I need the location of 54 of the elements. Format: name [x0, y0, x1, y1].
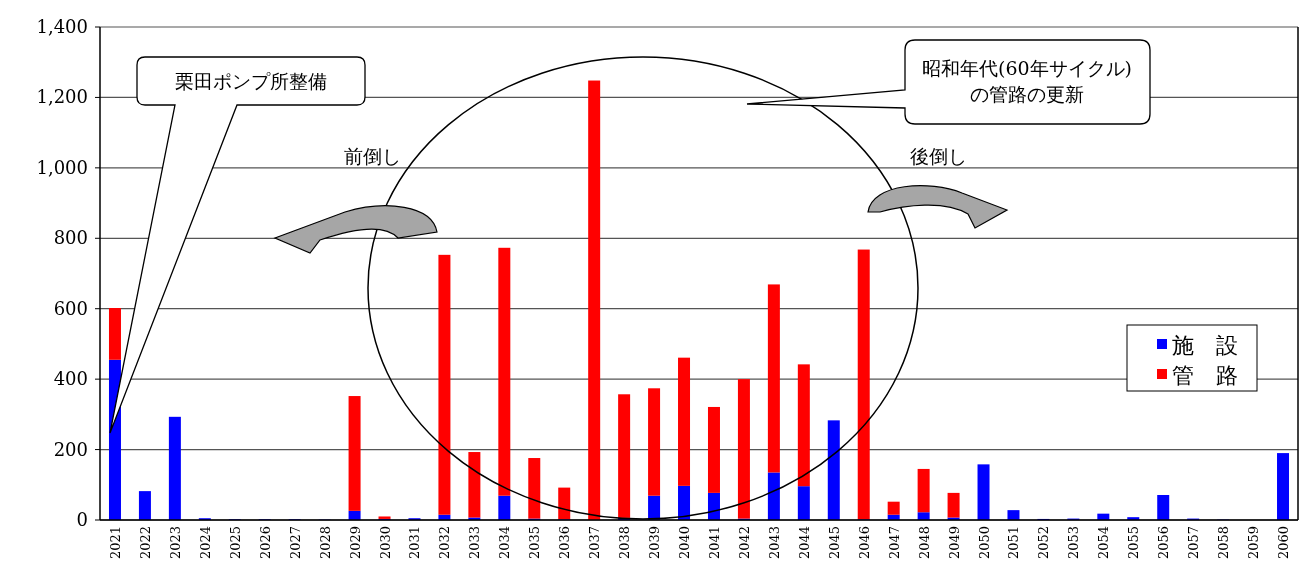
- x-tick-label: 2056: [1156, 526, 1172, 560]
- x-tick-label: 2030: [377, 526, 393, 560]
- y-tick-label: 400: [53, 368, 88, 390]
- x-tick-label: 2031: [407, 526, 423, 560]
- x-tick-label: 2039: [647, 526, 663, 560]
- x-tick-label: 2059: [1246, 526, 1262, 560]
- x-tick-label: 2035: [527, 526, 543, 560]
- x-tick-label: 2051: [1006, 526, 1022, 560]
- x-tick-label: 2047: [886, 526, 902, 560]
- x-tick-label: 2033: [467, 526, 483, 560]
- x-tick-label: 2046: [856, 526, 872, 560]
- y-tick-label: 1,000: [36, 156, 88, 178]
- y-tick-label: 1,200: [36, 86, 88, 108]
- x-tick-label: 2044: [796, 526, 812, 560]
- x-tick-label: 2042: [736, 526, 752, 560]
- annotation: 栗田ポンプ所整備: [175, 70, 327, 92]
- annotation: 後倒し: [909, 145, 967, 167]
- x-tick-label: 2028: [317, 526, 333, 560]
- x-tick-label: 2043: [766, 526, 782, 560]
- x-tick-label: 2024: [197, 526, 213, 560]
- x-tick-label: 2045: [826, 526, 842, 560]
- x-tick-label: 2023: [167, 526, 183, 560]
- annotation: 前倒し: [343, 145, 401, 167]
- y-tick-label: 600: [53, 297, 88, 319]
- x-tick-label: 2060: [1276, 526, 1292, 560]
- annotation: 昭和年代(60年サイクル)の管路の更新: [921, 57, 1133, 105]
- x-tick-label: 2048: [916, 526, 932, 560]
- x-tick-label: 2036: [557, 526, 573, 560]
- x-tick-label: 2055: [1126, 526, 1142, 560]
- legend-label: 施 設: [1172, 333, 1238, 358]
- x-tick-label: 2053: [1066, 526, 1082, 560]
- x-tick-label: 2027: [287, 526, 303, 560]
- x-tick-label: 2038: [617, 526, 633, 560]
- x-tick-label: 2032: [437, 526, 453, 560]
- x-tick-label: 2054: [1096, 526, 1112, 560]
- x-tick-label: 2029: [347, 526, 363, 560]
- x-tick-label: 2025: [227, 526, 243, 560]
- x-tick-label: 2057: [1186, 526, 1202, 560]
- x-tick-label: 2049: [946, 526, 962, 560]
- x-tick-label: 2041: [706, 526, 722, 560]
- y-tick-label: 800: [53, 227, 88, 249]
- x-tick-label: 2037: [587, 526, 603, 560]
- x-tick-label: 2021: [107, 526, 123, 560]
- x-tick-label: 2052: [1036, 526, 1052, 560]
- x-tick-label: 2040: [677, 526, 693, 560]
- legend-label: 管 路: [1172, 363, 1238, 388]
- y-tick-label: 0: [76, 509, 88, 530]
- y-tick-label: 1,400: [36, 16, 88, 37]
- x-tick-label: 2022: [137, 526, 153, 560]
- y-tick-label: 200: [53, 438, 88, 460]
- x-tick-label: 2050: [976, 526, 992, 560]
- x-tick-label: 2026: [257, 526, 273, 560]
- x-tick-label: 2058: [1216, 526, 1232, 560]
- x-tick-label: 2034: [497, 526, 513, 560]
